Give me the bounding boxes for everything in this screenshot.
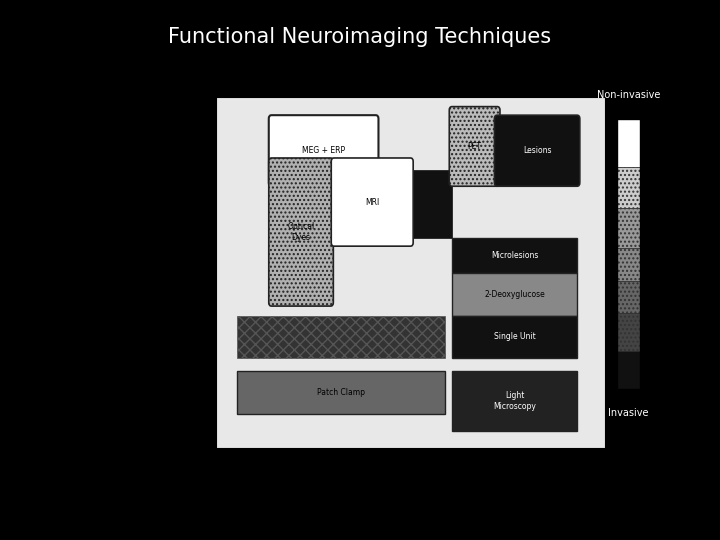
Text: Single Unit: Single Unit [494, 333, 536, 341]
Bar [617, 208, 639, 248]
Text: Microlesions: Microlesions [491, 251, 539, 260]
FancyBboxPatch shape [449, 106, 500, 186]
Text: Log Size (mm): Log Size (mm) [65, 215, 79, 325]
Text: MRI: MRI [365, 198, 379, 207]
Bar [617, 119, 639, 167]
Text: Layer: Layer [124, 289, 149, 299]
Bar [452, 273, 577, 315]
Text: Second: Second [325, 478, 356, 487]
Text: Synapse: Synapse [111, 409, 149, 418]
Bar [452, 239, 577, 273]
Text: Map: Map [130, 204, 149, 213]
Text: Light
Microscopy: Light Microscopy [493, 392, 536, 411]
Bar [617, 281, 639, 313]
Bar [237, 371, 410, 414]
Bar [410, 170, 452, 239]
Text: Neuron: Neuron [117, 333, 149, 341]
Text: Hour: Hour [452, 478, 472, 487]
Bar [617, 248, 639, 281]
Text: MEG + ERP: MEG + ERP [302, 146, 345, 155]
Text: Dendrite: Dendrite [109, 367, 149, 376]
Text: Millisecond: Millisecond [248, 478, 295, 487]
FancyBboxPatch shape [269, 158, 333, 306]
Text: Column: Column [114, 247, 149, 256]
Text: Brain: Brain [125, 140, 149, 149]
Bar [452, 371, 577, 431]
Bar [452, 315, 577, 359]
Text: 2-Deoxyglucose: 2-Deoxyglucose [484, 289, 545, 299]
Bar [237, 371, 445, 414]
FancyBboxPatch shape [331, 158, 413, 246]
Text: Lesions: Lesions [523, 146, 552, 155]
Bar [237, 315, 445, 359]
Text: Optical
Dyes: Optical Dyes [287, 222, 315, 242]
FancyBboxPatch shape [269, 115, 379, 186]
Bar [617, 167, 639, 208]
Text: Day: Day [523, 478, 540, 487]
Text: PET: PET [467, 142, 482, 151]
Bar [617, 313, 639, 351]
Text: Log Time (sec): Log Time (sec) [289, 503, 402, 518]
Bar [617, 351, 639, 389]
Text: Minute: Minute [396, 478, 425, 487]
Text: Invasive: Invasive [608, 408, 649, 418]
Text: Non-invasive: Non-invasive [596, 90, 660, 100]
Text: Functional Neuroimaging Techniques: Functional Neuroimaging Techniques [168, 27, 552, 47]
Text: Patch Clamp: Patch Clamp [317, 388, 365, 397]
FancyBboxPatch shape [495, 115, 580, 186]
